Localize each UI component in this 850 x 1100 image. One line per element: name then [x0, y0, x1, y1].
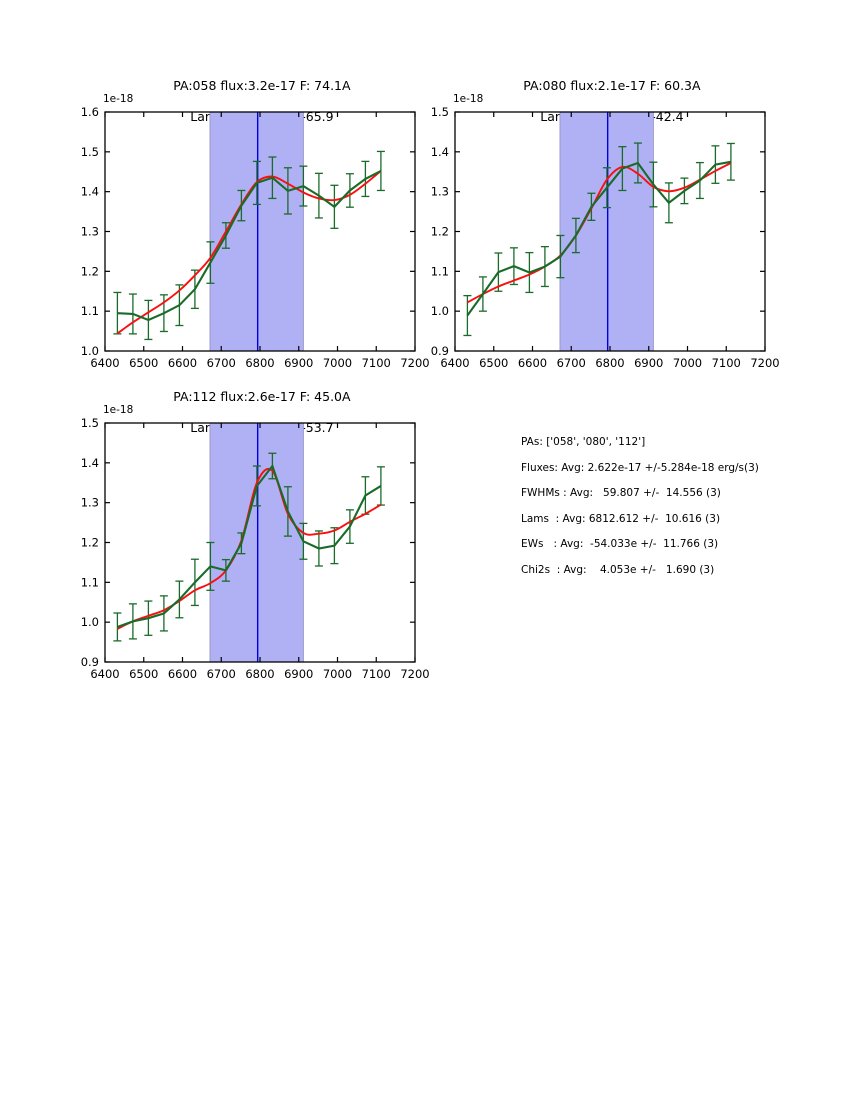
y-axis-tick-label: 1.3	[431, 185, 449, 199]
plot-panel-pa-058: PA:058 flux:3.2e-17 F: 74.1A Lam:6800.9A…	[70, 62, 430, 382]
y-axis-tick-label: 1.0	[81, 615, 99, 629]
fit-curve	[466, 162, 732, 304]
y-axis-tick-label: 1.1	[81, 304, 99, 318]
x-axis-tick-label: 6600	[168, 356, 197, 370]
summary-line-fwhms: FWHMs : Avg: 59.807 +/- 14.556 (3)	[521, 487, 721, 499]
x-axis-tick-label: 6400	[90, 667, 119, 681]
y-axis-tick-label: 1.5	[431, 106, 449, 119]
x-axis-tick-label: 6800	[595, 356, 624, 370]
y-axis-tick-label: 1.4	[431, 145, 449, 159]
spectrum-data-line	[466, 160, 732, 317]
fit-curve	[116, 467, 382, 630]
x-axis-tick-label: 6900	[284, 356, 313, 370]
plot-area-pa-112: 6400 6500 6600 6700 6800 6900 7000 7100 7200 0.9 1…	[81, 417, 430, 681]
summary-line-lams: Lams : Avg: 6812.612 +/- 10.616 (3)	[521, 512, 721, 525]
x-axis-tick-label: 6800	[245, 667, 274, 681]
y-axis-tick-label: 1.2	[431, 225, 449, 239]
x-axis-tick-label: 6900	[284, 667, 313, 681]
y-axis-tick-label: 1.5	[81, 145, 99, 159]
panel-title-line1: PA:058 flux:3.2e-17 F: 74.1A	[173, 77, 351, 93]
y-axis-tick-label: 1.4	[81, 185, 99, 199]
fit-curve	[116, 170, 382, 335]
panel-title-line1: PA:080 flux:2.1e-17 F: 60.3A	[523, 77, 701, 93]
x-axis-tick-label: 7000	[323, 356, 352, 370]
x-axis-tick-label: 7200	[400, 356, 429, 370]
plot-area-pa-080: 6400 6500 6600 6700 6800 6900 7000 7100 7200 0.9 1…	[431, 106, 780, 370]
x-axis-tick-label: 6500	[129, 667, 158, 681]
y-axis-tick-label: 1.5	[81, 417, 99, 430]
y-axis-tick-label: 0.9	[81, 655, 99, 669]
y-exponent-label: 1e-18	[103, 404, 134, 416]
x-axis-tick-label: 7200	[400, 667, 429, 681]
summary-line-ews: EWs : Avg: -54.033e +/- 11.766 (3)	[521, 538, 719, 550]
y-axis-tick-label: 1.2	[81, 536, 99, 550]
summary-line-fluxes: Fluxes: Avg: 2.622e-17 +/-5.284e-18 erg/…	[521, 461, 759, 474]
x-axis-tick-label: 7000	[673, 356, 702, 370]
y-axis-tick-label: 1.6	[81, 106, 99, 119]
x-axis-tick-label: 6700	[207, 667, 236, 681]
summary-stats-block: PAs: ['058', '080', '112'] Fluxes: Avg: …	[521, 430, 821, 583]
wavelength-band	[209, 422, 304, 663]
y-exponent-label: 1e-18	[103, 93, 134, 105]
wavelength-band	[209, 111, 304, 352]
x-axis-tick-label: 6600	[168, 667, 197, 681]
y-axis-tick-label: 1.4	[81, 456, 99, 470]
y-axis-tick-label: 1.0	[431, 304, 449, 318]
x-axis-tick-label: 6900	[634, 356, 663, 370]
y-axis-tick-label: 1.1	[431, 264, 449, 278]
plot-area-pa-058: 6400 6500 6600 6700 6800 6900 7000 7100 7200 1.0 1…	[81, 106, 430, 370]
error-bars	[113, 150, 385, 341]
x-axis-tick-label: 7000	[323, 667, 352, 681]
x-axis-tick-label: 7100	[362, 356, 391, 370]
plot-panel-pa-080: PA:080 flux:2.1e-17 F: 60.3A Lam:6821.7A…	[420, 62, 780, 382]
x-axis-tick-label: 6500	[479, 356, 508, 370]
x-axis-tick-label: 6700	[557, 356, 586, 370]
spectrum-data-line	[117, 170, 382, 322]
y-axis-tick-label: 1.3	[81, 225, 99, 239]
x-axis-tick-label: 7200	[750, 356, 779, 370]
y-axis-tick-label: 0.9	[431, 344, 449, 358]
y-axis-tick-label: 1.2	[81, 264, 99, 278]
y-exponent-label: 1e-18	[453, 93, 484, 105]
x-axis-tick-label: 6700	[207, 356, 236, 370]
x-axis-tick-label: 6400	[90, 356, 119, 370]
y-axis-tick-label: 1.3	[81, 496, 99, 510]
x-axis-tick-label: 7100	[362, 667, 391, 681]
x-axis-tick-label: 6500	[129, 356, 158, 370]
x-axis-tick-label: 6800	[245, 356, 274, 370]
y-axis-tick-label: 1.1	[81, 575, 99, 589]
x-axis-tick-label: 6400	[440, 356, 469, 370]
panel-title-line1: PA:112 flux:2.6e-17 F: 45.0A	[173, 388, 351, 404]
y-axis-tick-label: 1.0	[81, 344, 99, 358]
x-axis-tick-label: 7100	[712, 356, 741, 370]
summary-line-chi2s: Chi2s : Avg: 4.053e +/- 1.690 (3)	[521, 563, 715, 576]
summary-line-pas: PAs: ['058', '080', '112']	[521, 436, 646, 448]
wavelength-band	[559, 111, 654, 352]
spectrum-data-line	[117, 463, 382, 628]
plot-panel-pa-112: PA:112 flux:2.6e-17 F: 45.0A Lam:6815.2A…	[70, 373, 430, 693]
x-axis-tick-label: 6600	[518, 356, 547, 370]
